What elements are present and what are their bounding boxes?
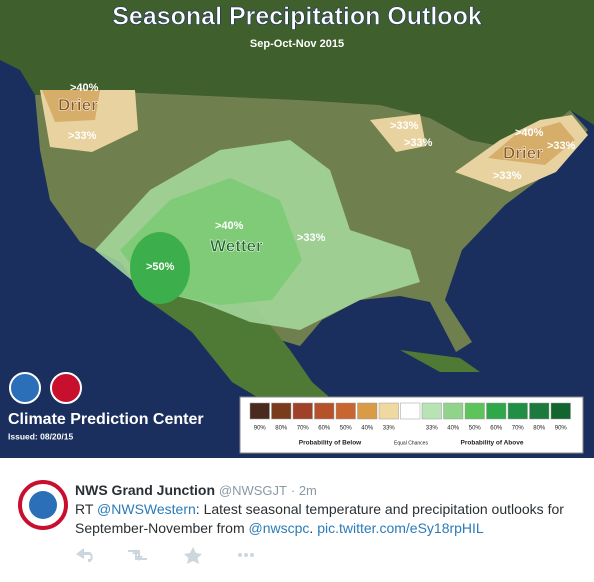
mention[interactable]: @NWSWestern xyxy=(97,501,196,517)
tweet-text: RT @NWSWestern: Latest seasonal temperat… xyxy=(75,500,580,538)
drier-ne-40 xyxy=(488,122,575,165)
pic-link[interactable]: pic.twitter.com/eSy18rpHIL xyxy=(317,520,484,536)
agency: Climate Prediction Center xyxy=(8,411,204,428)
legend-swatch xyxy=(378,402,399,420)
canada xyxy=(0,0,594,150)
legend-tick: 40% xyxy=(447,426,460,432)
legend-swatch xyxy=(421,402,442,420)
legend-below: Probability of Below xyxy=(299,440,362,447)
favorite-icon[interactable] xyxy=(184,547,202,564)
legend-swatch xyxy=(507,402,528,420)
legend-swatch xyxy=(443,402,464,420)
legend-swatch xyxy=(400,402,421,420)
legend-swatch xyxy=(249,402,270,420)
legend-swatch xyxy=(464,402,485,420)
legend-swatch xyxy=(292,402,313,420)
region-label: >40% xyxy=(515,127,544,139)
drier-nw-40 xyxy=(42,90,100,122)
region-labels: >40%Drier>33%>33%>33%>40%Drier >33%>33%>4… xyxy=(58,82,576,273)
legend-tick: 60% xyxy=(490,426,503,432)
legend-tick: 33% xyxy=(383,426,396,432)
legend-swatch xyxy=(486,402,507,420)
text: . xyxy=(309,520,318,536)
legend-tick: 90% xyxy=(254,426,267,432)
tweet-actions xyxy=(76,547,254,564)
avatar-center xyxy=(29,491,57,519)
region-label: >40% xyxy=(215,220,244,232)
mention[interactable]: @nwscpc xyxy=(248,520,310,536)
map-title: Seasonal Precipitation Outlook xyxy=(112,3,482,31)
legend-swatch xyxy=(550,402,571,420)
legend-tick: 60% xyxy=(318,426,331,432)
legend-tick: 33% xyxy=(426,426,439,432)
legend-swatch xyxy=(314,402,335,420)
region-label: Drier xyxy=(503,143,543,162)
legend-swatch xyxy=(529,402,550,420)
legend-swatch xyxy=(271,402,292,420)
legend-above: Probability of Above xyxy=(461,440,524,447)
dot xyxy=(250,553,254,557)
region-label: >40% xyxy=(70,82,99,94)
region-label: >33% xyxy=(547,140,576,152)
legend-tick: 70% xyxy=(297,426,310,432)
region-label: >33% xyxy=(297,232,326,244)
region-label: Wetter xyxy=(210,236,263,255)
text: RT xyxy=(75,501,98,517)
user-handle[interactable]: @NWSGJT xyxy=(218,483,287,498)
legend: 90% 80% 70% 60% 50% 40% 33% 33% 40% 50% 60% 70% 80% 9… xyxy=(249,402,571,432)
region-label: >33% xyxy=(68,130,97,142)
nws-logo xyxy=(50,372,82,404)
user-name[interactable]: NWS Grand Junction xyxy=(75,482,215,498)
dot xyxy=(238,553,242,557)
cuba xyxy=(400,350,480,372)
tweet-time[interactable]: · 2m xyxy=(290,483,317,498)
legend-tick: 70% xyxy=(512,426,525,432)
legend-tick: 80% xyxy=(275,426,288,432)
legend-tick: 50% xyxy=(340,426,353,432)
legend-equal: Equal Chances xyxy=(394,440,428,446)
map-subtitle: Sep-Oct-Nov 2015 xyxy=(250,38,344,50)
noaa-logo xyxy=(9,372,41,404)
legend-swatch xyxy=(357,402,378,420)
text: : Latest seasonal temperature and precip… xyxy=(75,501,564,536)
retweet-icon[interactable] xyxy=(128,549,147,561)
outlook-map: Seasonal Precipitation Outlook Sep-Oct-N… xyxy=(0,0,594,458)
region-label: >33% xyxy=(390,120,419,132)
tweet: NWS Grand Junction @NWSGJT · 2m RT @NWSW… xyxy=(0,458,594,582)
legend-swatch xyxy=(335,402,356,420)
wetter-50 xyxy=(130,232,190,304)
legend-tick: 40% xyxy=(361,426,374,432)
drier-lakes xyxy=(370,114,426,152)
region-label: >50% xyxy=(146,261,175,273)
region-label: >33% xyxy=(404,137,433,149)
region-label: >33% xyxy=(493,170,522,182)
legend-tick: 50% xyxy=(469,426,482,432)
tweet-header: NWS Grand Junction @NWSGJT · 2m xyxy=(75,482,317,498)
reply-icon[interactable] xyxy=(76,548,93,562)
avatar[interactable] xyxy=(18,480,68,530)
dot xyxy=(244,553,248,557)
legend-tick: 80% xyxy=(533,426,546,432)
more-icon[interactable] xyxy=(238,553,254,557)
issued: Issued: 08/20/15 xyxy=(8,431,73,441)
region-label: Drier xyxy=(58,95,98,114)
legend-tick: 90% xyxy=(555,426,568,432)
